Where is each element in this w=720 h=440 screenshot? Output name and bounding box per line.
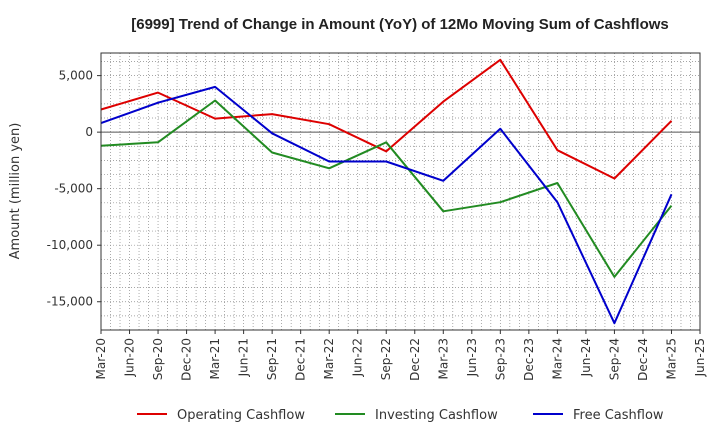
y-tick-label: -5,000 bbox=[54, 182, 93, 196]
x-tick-label: Mar-22 bbox=[322, 338, 336, 379]
x-tick-label: Jun-21 bbox=[237, 338, 251, 377]
series-line-operating-cashflow bbox=[100, 58, 673, 180]
x-axis-ticks: Mar-20 Jun-20 Sep-20 Dec-20 Mar-21 Jun-21 Sep-… bbox=[94, 330, 707, 381]
legend-label: Free Cashflow bbox=[573, 408, 664, 423]
series-line-free-cashflow bbox=[100, 85, 673, 325]
x-tick-label: Jun-23 bbox=[465, 338, 479, 377]
y-tick-label: 0 bbox=[85, 125, 93, 139]
y-axis-label: Amount (million yen) bbox=[8, 123, 23, 260]
x-gridlines bbox=[100, 53, 701, 330]
x-tick-label: Mar-24 bbox=[550, 338, 564, 379]
x-tick-label: Dec-23 bbox=[522, 338, 536, 381]
x-tick-label: Dec-20 bbox=[180, 338, 194, 381]
x-tick-label: Sep-24 bbox=[607, 338, 621, 380]
x-tick-label: Sep-23 bbox=[493, 338, 507, 380]
x-tick-label: Dec-21 bbox=[294, 338, 308, 381]
x-tick-label: Sep-20 bbox=[151, 338, 165, 380]
x-tick-label: Mar-21 bbox=[208, 338, 222, 379]
chart-title: [6999] Trend of Change in Amount (YoY) o… bbox=[131, 16, 669, 33]
x-tick-label: Jun-22 bbox=[351, 338, 365, 377]
y-axis-ticks: 5,000 0 -5,000 -10,000 -15,000 bbox=[47, 69, 101, 309]
x-tick-label: Dec-22 bbox=[408, 338, 422, 381]
plot-area bbox=[101, 53, 700, 330]
y-tick-label: 5,000 bbox=[59, 69, 93, 83]
legend-label: Operating Cashflow bbox=[177, 408, 305, 423]
legend: Operating Cashflow Investing Cashflow Free… bbox=[137, 408, 664, 423]
x-tick-label: Mar-25 bbox=[664, 338, 678, 379]
legend-label: Investing Cashflow bbox=[375, 408, 498, 423]
x-tick-label: Dec-24 bbox=[636, 338, 650, 381]
series-layer bbox=[100, 58, 673, 325]
y-tick-label: -10,000 bbox=[47, 238, 93, 252]
plot-border bbox=[100, 52, 701, 331]
x-tick-label: Sep-21 bbox=[265, 338, 279, 380]
x-tick-label: Mar-23 bbox=[436, 338, 450, 379]
series-line-investing-cashflow bbox=[100, 99, 673, 278]
x-tick-label: Mar-20 bbox=[94, 338, 108, 379]
x-tick-label: Jun-20 bbox=[123, 338, 137, 377]
x-tick-label: Jun-24 bbox=[579, 338, 593, 377]
y-tick-label: -15,000 bbox=[47, 295, 93, 309]
x-tick-label: Jun-25 bbox=[693, 338, 707, 377]
x-tick-label: Sep-22 bbox=[379, 338, 393, 380]
